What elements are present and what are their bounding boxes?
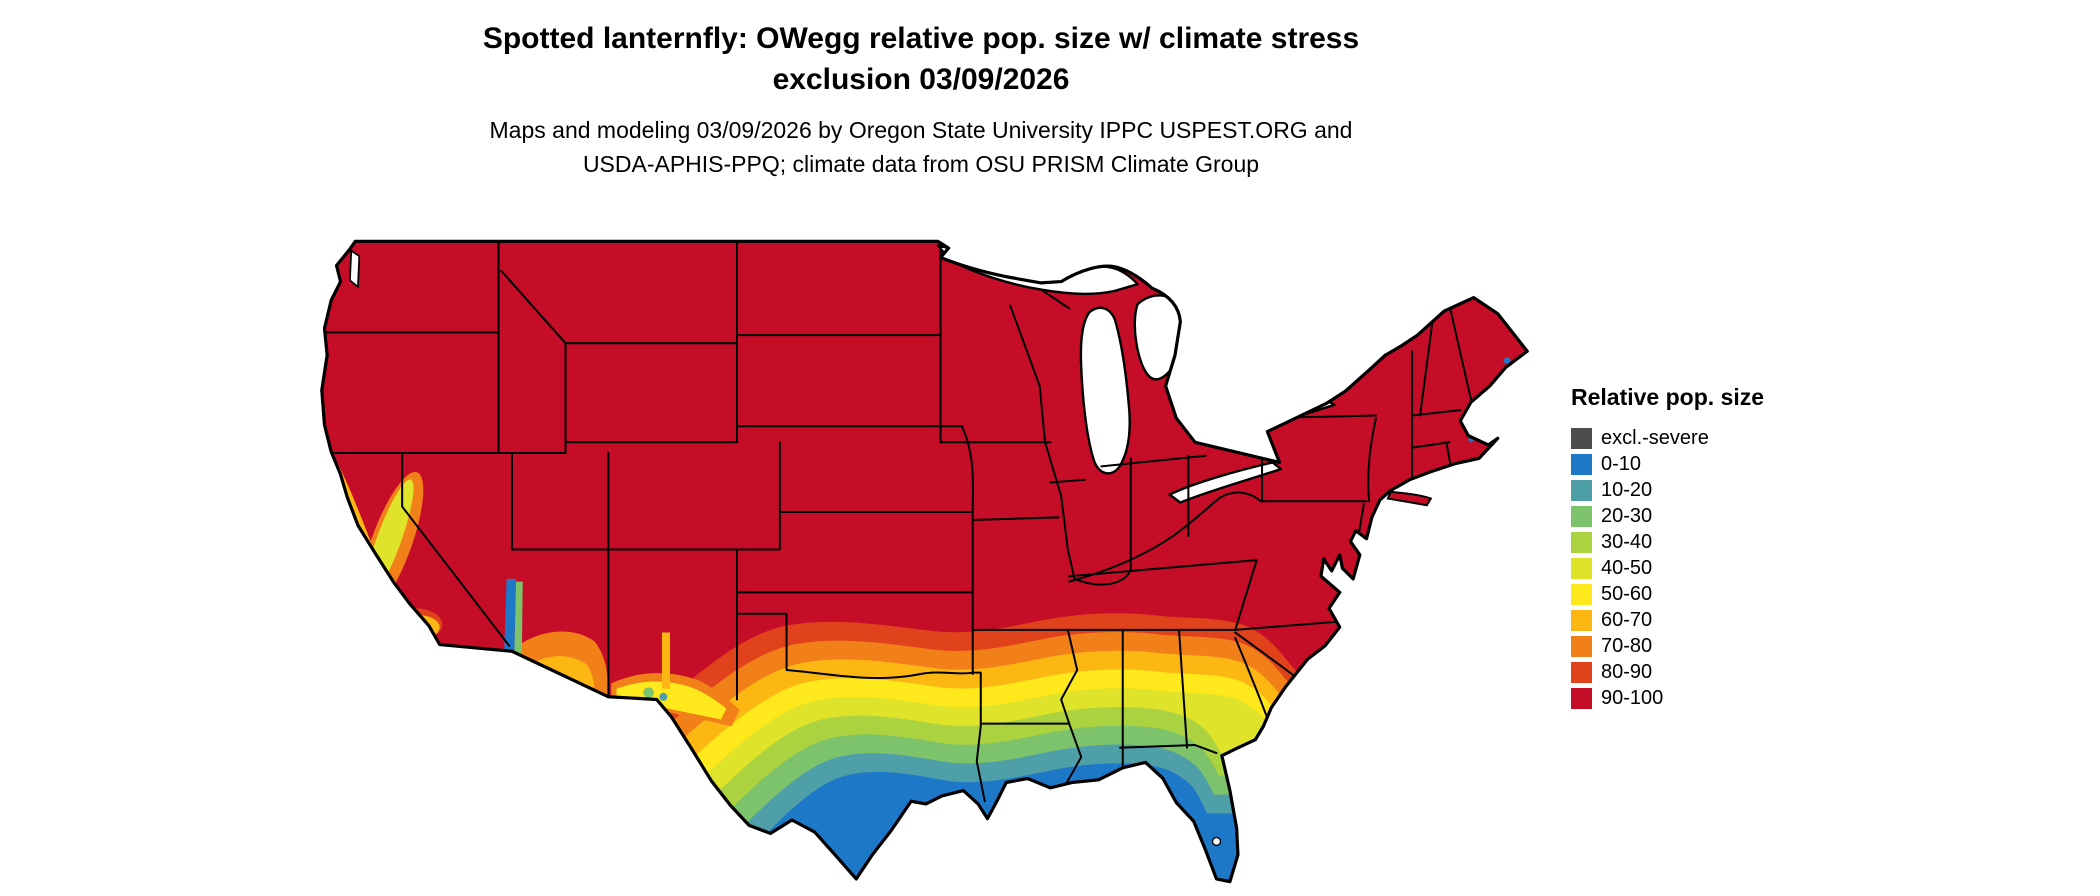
legend-label: 20-30 <box>1601 504 1653 527</box>
figure-subtitle-line-1: Maps and modeling 03/09/2026 by Oregon S… <box>489 117 1353 143</box>
legend-swatch-excl-severe <box>1571 427 1592 449</box>
patch-ca-blue2 <box>384 597 393 606</box>
patch-nm-teal <box>659 692 668 701</box>
legend-label: 70-80 <box>1601 634 1653 657</box>
legend-swatch-70-80 <box>1571 635 1592 657</box>
long-island <box>1386 490 1433 507</box>
map-legend: Relative pop. size excl.-severe 0-10 10-… <box>1571 384 1764 711</box>
legend-item-70-80: 70-80 <box>1571 633 1764 659</box>
patch-ca-coast-orange <box>329 463 432 652</box>
figure-subtitle: Maps and modeling 03/09/2026 by Oregon S… <box>0 113 1842 181</box>
legend-swatch-80-90 <box>1571 661 1592 683</box>
patch-az-yellow <box>546 676 563 693</box>
legend-item-10-20: 10-20 <box>1571 477 1764 503</box>
legend-item-90-100: 90-100 <box>1571 685 1764 711</box>
legend-label: 10-20 <box>1601 478 1653 501</box>
legend-item-20-30: 20-30 <box>1571 503 1764 529</box>
legend-swatch-20-30 <box>1571 505 1592 527</box>
legend-item-30-40: 30-40 <box>1571 529 1764 555</box>
legend-swatch-0-10 <box>1571 453 1592 475</box>
patch-ca-teal3 <box>382 589 391 598</box>
figure-title-line-1: Spotted lanternfly: OWegg relative pop. … <box>482 22 1360 55</box>
legend-item-50-60: 50-60 <box>1571 581 1764 607</box>
legend-item-80-90: 80-90 <box>1571 659 1764 685</box>
legend-swatch-40-50 <box>1571 557 1592 579</box>
legend-item-60-70: 60-70 <box>1571 607 1764 633</box>
lake-erie <box>1168 461 1283 504</box>
legend-label: 60-70 <box>1601 608 1653 631</box>
patch-nm-green <box>643 687 654 699</box>
legend-label: 50-60 <box>1601 582 1653 605</box>
us-outline <box>320 239 1529 884</box>
lake-michigan <box>1079 306 1131 475</box>
patch-capecod-blue <box>1456 467 1464 474</box>
legend-label: 40-50 <box>1601 556 1653 579</box>
legend-swatch-30-40 <box>1571 531 1592 553</box>
figure-header: Spotted lanternfly: OWegg relative pop. … <box>0 18 1842 181</box>
us-choropleth-map <box>311 228 1530 891</box>
legend-swatch-90-100 <box>1571 687 1592 709</box>
us-map-svg <box>320 239 1529 884</box>
band-10-20 <box>552 744 1528 882</box>
patch-ca-blue1 <box>325 465 334 474</box>
legend-swatch-60-70 <box>1571 609 1592 631</box>
legend-swatch-10-20 <box>1571 479 1592 501</box>
state-borders-west <box>321 241 781 701</box>
legend-label: 90-100 <box>1601 686 1664 709</box>
state-borders-south <box>971 628 1218 803</box>
figure-subtitle-line-2: USDA-APHIS-PPQ; climate data from OSU PR… <box>582 151 1260 177</box>
legend-label: 30-40 <box>1601 530 1653 553</box>
legend-item-excl-severe: excl.-severe <box>1571 425 1764 451</box>
figure-title-line-2: exclusion 03/09/2026 <box>772 63 1070 96</box>
state-borders-east <box>1009 288 1339 720</box>
patch-ca-teal1 <box>328 474 337 483</box>
puget-sound <box>349 249 361 288</box>
legend-label: 0-10 <box>1601 452 1642 475</box>
lake-okeechobee <box>1211 836 1222 847</box>
patch-ca-socal-yellow <box>404 617 416 629</box>
legend-title: Relative pop. size <box>1571 384 1765 410</box>
patch-ca-blue3 <box>423 635 435 646</box>
legend-label: 80-90 <box>1601 660 1653 683</box>
state-borders-plains <box>735 241 1237 680</box>
legend-item-0-10: 0-10 <box>1571 451 1764 477</box>
patch-nm-riogrande <box>661 632 671 689</box>
patch-ca-blue4 <box>362 556 370 564</box>
legend-label: excl.-severe <box>1601 426 1709 449</box>
patch-maine-coast-blue <box>1503 357 1511 364</box>
legend-swatch-50-60 <box>1571 583 1592 605</box>
patch-ca-teal2 <box>356 546 365 555</box>
legend-item-40-50: 40-50 <box>1571 555 1764 581</box>
